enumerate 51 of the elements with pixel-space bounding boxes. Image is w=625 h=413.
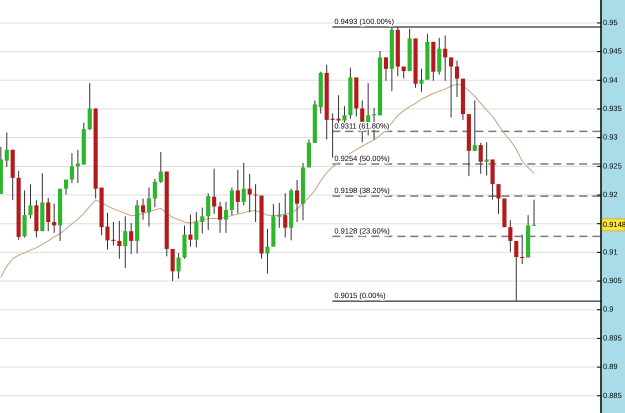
line-series: [0, 84, 535, 278]
candlestick: [194, 212, 198, 248]
candlestick: [342, 106, 347, 124]
candlestick: [520, 234, 524, 264]
candlestick: [514, 240, 518, 302]
candlestick: [212, 168, 216, 214]
candlestick: [496, 184, 501, 214]
candlestick: [158, 152, 163, 184]
candlestick: [28, 184, 33, 220]
candlestick: [532, 199, 536, 226]
candlestick: [117, 220, 122, 260]
candlestick: [123, 216, 128, 268]
candlestick: [218, 201, 222, 234]
candlestick: [242, 162, 246, 206]
candlestick: [294, 180, 300, 222]
candlestick: [146, 187, 152, 228]
candlestick: [248, 173, 252, 213]
candlestick: [22, 190, 27, 238]
candlestick: [336, 94, 341, 124]
candlestick: [384, 56, 388, 82]
candlestick: [129, 222, 134, 255]
candlestick: [88, 82, 92, 131]
candlestick: [484, 142, 489, 176]
candlestick: [230, 187, 234, 216]
candlestick: [206, 192, 210, 231]
candlestick: [508, 220, 512, 252]
candlestick: [254, 184, 258, 222]
candlestick: [140, 198, 146, 220]
candlestick: [419, 68, 424, 92]
candlestick: [70, 152, 74, 184]
candlestick: [46, 197, 50, 232]
candlestick: [437, 37, 442, 76]
candlestick: [472, 100, 477, 152]
candlestick: [443, 35, 448, 82]
candlestick: [200, 207, 204, 234]
candlestick: [176, 252, 181, 280]
candlestick: [449, 56, 454, 118]
candlestick: [265, 228, 270, 274]
candlestick: [283, 192, 288, 238]
candlestick: [52, 203, 56, 234]
candlestick: [188, 214, 193, 248]
candlestick: [454, 60, 460, 98]
candlestick: [105, 212, 110, 250]
candlestick: [402, 66, 406, 80]
candlestick: [224, 201, 228, 234]
candlestick: [478, 142, 483, 174]
candlestick: [64, 179, 68, 195]
candlestick: [236, 169, 240, 214]
candlestick: [170, 248, 175, 282]
candlestick: [182, 224, 187, 260]
candlestick: [152, 178, 157, 208]
